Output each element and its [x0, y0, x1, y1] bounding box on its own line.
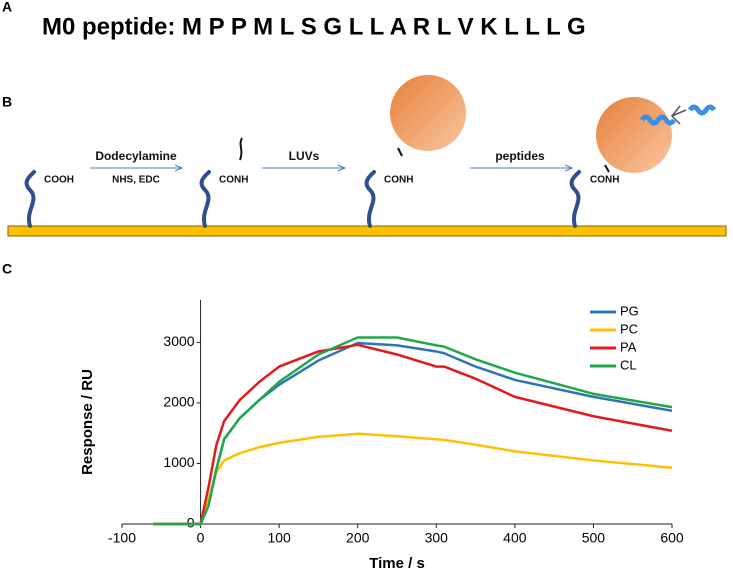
step-label: LUVs	[289, 149, 320, 163]
step-label: Dodecylamine	[95, 149, 177, 163]
group-label: CONH	[219, 175, 248, 186]
series-line	[153, 341, 673, 526]
legend-label: PA	[620, 339, 637, 354]
group-label: COOH	[44, 175, 74, 186]
alkyl-chain	[239, 137, 243, 161]
y-axis-label: Response / RU	[79, 369, 96, 475]
group-label: CONH	[384, 175, 413, 186]
linkers	[24, 170, 581, 228]
x-tick-label: 0	[197, 530, 205, 546]
y-tick-label: 2000	[163, 394, 194, 410]
series-line	[153, 432, 673, 526]
legend-label: CL	[620, 357, 637, 372]
exchange-arrow	[670, 105, 687, 125]
y-tick-label: 3000	[163, 333, 194, 349]
panel-label: B	[2, 94, 12, 110]
step-sub-label: NHS, EDC	[112, 175, 160, 186]
x-tick-label: 600	[660, 530, 684, 546]
helix	[687, 104, 717, 116]
group-label: CONH	[590, 175, 619, 186]
step-label: peptides	[495, 149, 545, 163]
x-tick-label: 300	[425, 530, 449, 546]
anchor	[397, 147, 403, 157]
x-axis-label: Time / s	[369, 555, 425, 572]
series-line	[153, 336, 673, 526]
y-tick-label: 0	[187, 515, 195, 531]
x-tick-label: -100	[108, 530, 136, 546]
anchor	[604, 164, 610, 173]
x-tick-label: 500	[582, 530, 606, 546]
panel-label: C	[2, 261, 12, 277]
series-line	[153, 343, 673, 526]
legend-label: PC	[620, 321, 638, 336]
x-tick-label: 400	[503, 530, 527, 546]
liposome	[596, 97, 672, 173]
x-tick-label: 200	[346, 530, 370, 546]
peptide-sequence: M0 peptide: M P P M L S G L L A R L V K …	[42, 13, 586, 40]
x-tick-label: 100	[267, 530, 291, 546]
liposome	[390, 75, 466, 151]
y-tick-label: 1000	[163, 454, 194, 470]
legend-label: PG	[620, 303, 639, 318]
helix	[639, 114, 677, 126]
chart: -100 0 100 200 300 400 500 600 0 1000 2000 3000 Time…	[79, 300, 684, 572]
panel-label: A	[2, 0, 12, 15]
surface	[7, 225, 727, 237]
